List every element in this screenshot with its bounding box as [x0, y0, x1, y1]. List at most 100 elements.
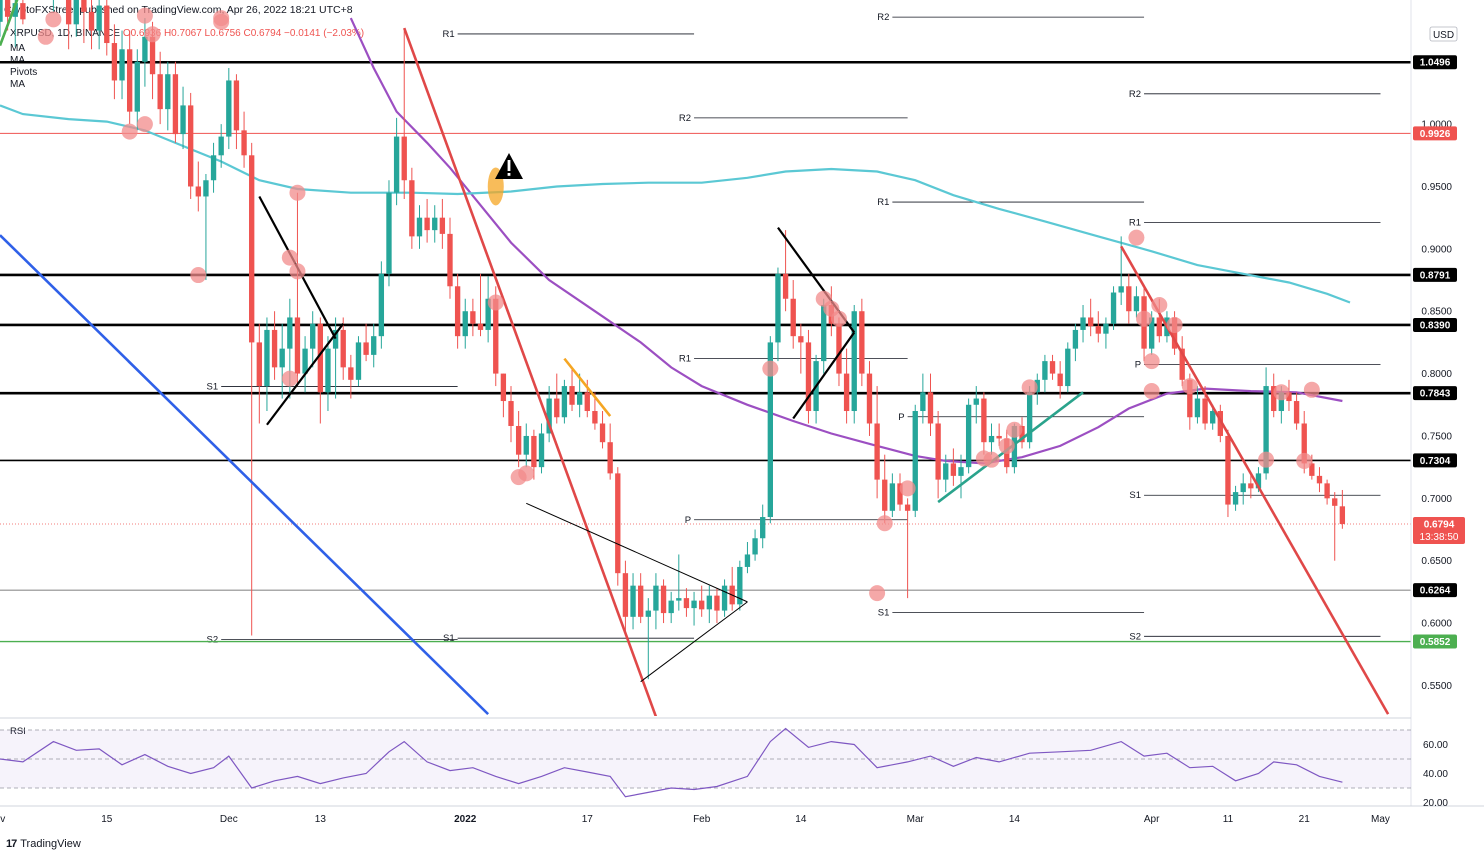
level-badge-label: 0.8791: [1420, 270, 1451, 281]
candle: [20, 0, 26, 25]
candle: [256, 323, 262, 424]
candle-body: [1057, 373, 1063, 387]
candle-body: [195, 186, 201, 197]
candle-body: [332, 329, 339, 349]
touch-marker: [37, 28, 54, 45]
candle-body: [88, 11, 95, 31]
legend-ma-2[interactable]: MA: [10, 55, 25, 66]
candle-body: [622, 573, 629, 617]
candle: [1240, 473, 1246, 505]
jan-feb-triangle-edge: [640, 601, 748, 683]
candle: [447, 217, 453, 299]
candle-body: [836, 323, 842, 374]
price-axis[interactable]: USD 1.0000 0.9500 0.9000 0.8500 0.8000 0.7500…: [1410, 0, 1458, 806]
legend-ma-3[interactable]: MA: [10, 79, 25, 90]
level-badge: [1413, 267, 1457, 282]
level-badge: [1413, 453, 1457, 468]
candle: [805, 329, 812, 424]
candle-body: [882, 479, 888, 511]
candle-body: [676, 598, 682, 601]
touch-marker: [45, 11, 62, 28]
candle-body: [805, 342, 812, 412]
candle-body: [904, 504, 911, 511]
price-tick-label: 0.7500: [1421, 431, 1452, 442]
time-tick-label: 11: [1223, 814, 1234, 825]
candle: [561, 379, 568, 424]
time-tick-label: Apr: [1144, 814, 1160, 825]
candle-body: [12, 3, 18, 17]
time-axis[interactable]: ov 15 Dec 13 2022 17 Feb 14 Mar 14 Apr 11 21 May: [0, 814, 1390, 825]
candle: [424, 198, 430, 243]
candle-body: [432, 217, 438, 231]
candle-body: [210, 155, 217, 181]
touch-marker: [518, 465, 535, 482]
pivot-label: S2: [1129, 631, 1141, 642]
candle: [714, 588, 720, 624]
price-tick-label: 0.6500: [1421, 556, 1452, 567]
candle: [569, 367, 575, 412]
currency-label[interactable]: USD: [1433, 30, 1454, 41]
candle-body: [546, 398, 552, 434]
touch-marker: [487, 294, 504, 311]
candle: [607, 423, 613, 480]
candle: [271, 311, 278, 380]
candle: [1286, 379, 1292, 412]
pivot-label: P: [685, 515, 691, 526]
last-price-label: 0.6794: [1424, 520, 1455, 531]
footer: 17 TradingView: [6, 838, 81, 850]
candle-body: [1110, 292, 1117, 324]
candle: [843, 348, 850, 424]
candle: [279, 323, 285, 399]
level-badge: [1413, 634, 1457, 649]
candle-body: [584, 392, 590, 412]
candle-body: [218, 136, 224, 156]
candle-body: [775, 273, 781, 343]
candle: [1103, 317, 1109, 349]
pivot-label: S1: [1129, 490, 1141, 501]
touch-marker: [1136, 310, 1153, 327]
touch-marker: [1273, 384, 1290, 401]
candle-body: [20, 3, 26, 20]
candle: [96, 0, 102, 50]
candle: [1324, 479, 1330, 505]
rsi-label[interactable]: RSI: [10, 726, 26, 737]
candle-body: [264, 329, 270, 387]
candle-body: [630, 585, 636, 617]
candle-body: [874, 423, 880, 480]
candle-body: [119, 49, 125, 81]
candle-body: [767, 342, 773, 518]
touch-marker: [281, 370, 298, 387]
candle: [1080, 304, 1086, 343]
warning-triangle-icon: [495, 153, 523, 179]
candle: [744, 541, 751, 574]
candles: [0, 0, 1346, 680]
legend-pivots[interactable]: Pivots: [10, 67, 38, 78]
candle-body: [4, 0, 11, 17]
candle: [210, 142, 217, 193]
candle-body: [439, 217, 446, 234]
candle: [142, 18, 148, 87]
pivot-label: P: [898, 412, 904, 423]
candle-body: [1286, 392, 1292, 402]
candle: [638, 573, 644, 624]
horizontal-levels: [0, 60, 1411, 643]
candle: [1217, 404, 1223, 443]
legend-ma-1[interactable]: MA: [10, 43, 25, 54]
candle: [393, 117, 400, 206]
level-badge-label: 0.7843: [1420, 389, 1451, 400]
candle: [310, 311, 316, 368]
candle: [1065, 342, 1071, 393]
level-badge: [1413, 126, 1457, 141]
pivot-label: R2: [1129, 89, 1141, 100]
candle-body: [1293, 401, 1300, 424]
candle-body: [1179, 348, 1185, 380]
symbol-name[interactable]: XRPUSD, 1D, BINANCE: [10, 28, 121, 39]
candle: [798, 323, 804, 374]
candle-body: [1240, 483, 1246, 493]
blue-descending-trendline: [0, 234, 490, 716]
candle: [165, 61, 171, 131]
candle-body: [653, 585, 659, 611]
triangle-patterns: [258, 195, 856, 683]
candle-body: [569, 386, 575, 405]
